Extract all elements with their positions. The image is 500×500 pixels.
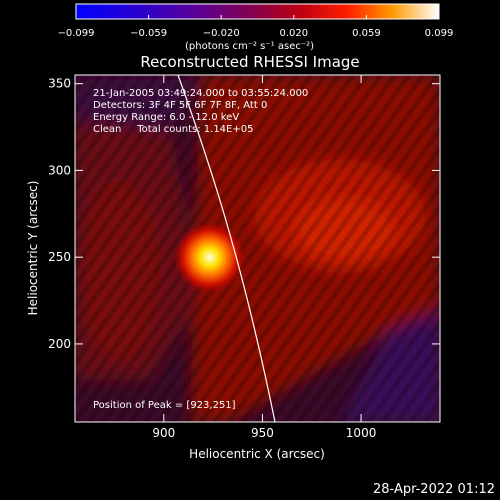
chart-title: Reconstructed RHESSI Image — [140, 53, 360, 71]
stripe — [75, 75, 188, 232]
heatmap — [75, 75, 500, 422]
stripe — [212, 105, 440, 422]
stripe — [75, 75, 300, 388]
stripe — [394, 358, 440, 422]
colorbar-tick-label: 0.020 — [279, 28, 308, 39]
peak-label: Position of Peak = [923,251] — [93, 400, 236, 411]
stripe — [467, 75, 500, 422]
stripe — [128, 75, 384, 422]
colorbar-tick-label: 0.099 — [425, 28, 454, 39]
stripe — [254, 163, 440, 422]
stripe — [184, 75, 440, 422]
colorbar — [75, 3, 440, 20]
stripe — [75, 75, 244, 310]
stripe — [75, 75, 216, 271]
stripe — [75, 75, 258, 330]
stripe — [226, 124, 440, 422]
annotation-time: 21-Jan-2005 03:49:24.000 to 03:55:24.000 — [93, 88, 308, 99]
stripe — [352, 299, 440, 422]
y-tick-label: 200 — [48, 337, 71, 351]
x-axis-label: Heliocentric X (arcsec) — [189, 447, 325, 461]
x-tick-label: 950 — [251, 426, 274, 440]
stripe — [453, 75, 500, 422]
stripe — [75, 75, 286, 368]
stripe — [380, 338, 440, 422]
stripe — [75, 75, 202, 252]
y-tick-label: 250 — [48, 250, 71, 264]
annotation-energy: Energy Range: 6.0 - 12.0 keV — [93, 112, 239, 123]
stripe — [156, 75, 412, 422]
colorbar-tick-label: −0.099 — [57, 28, 94, 39]
annotation-detectors: Detectors: 3F 4F 5F 6F 7F 8F, Att 0 — [93, 100, 267, 111]
x-tick-label: 900 — [152, 426, 175, 440]
y-tick-label: 350 — [48, 77, 71, 91]
stripe — [436, 416, 440, 422]
y-axis-ticks: 200 250 300 350 — [48, 77, 440, 351]
stripe — [198, 85, 440, 422]
stripe — [282, 202, 440, 422]
stripe — [324, 260, 440, 422]
x-tick-label: 1000 — [346, 426, 377, 440]
stripe — [338, 280, 440, 422]
x-axis-ticks: 900 950 1000 — [152, 75, 376, 440]
stripe — [310, 241, 440, 422]
colorbar-tick-label: 0.059 — [352, 28, 381, 39]
stripe — [142, 75, 398, 422]
solar-limb — [177, 75, 276, 422]
stripe — [240, 144, 440, 422]
timestamp: 28-Apr-2022 01:12 — [373, 482, 495, 497]
stripe — [366, 319, 440, 422]
plot-frame — [74, 74, 441, 423]
stripe — [75, 75, 174, 213]
flare-source — [173, 221, 246, 294]
y-axis-label: Heliocentric Y (arcsec) — [26, 181, 40, 316]
stripe — [75, 75, 160, 194]
stripe — [495, 75, 500, 422]
stripe — [170, 75, 426, 422]
stripe — [75, 75, 146, 174]
stripe — [75, 75, 132, 155]
stripe — [296, 222, 440, 422]
stripe — [481, 75, 500, 422]
colorbar-unit-label: (photons cm⁻² s⁻¹ asec⁻²) — [185, 41, 315, 52]
stripe — [75, 75, 272, 349]
stripe — [268, 183, 440, 422]
colorbar-ticks: −0.099 −0.059 −0.020 0.020 0.059 0.099 — [57, 15, 453, 39]
colorbar-tick-label: −0.059 — [130, 28, 167, 39]
y-tick-label: 300 — [48, 163, 71, 177]
stripe — [75, 75, 90, 96]
annotation-clean: Clean Total counts: 1.14E+05 — [93, 124, 253, 135]
stripe — [75, 75, 230, 291]
colorbar-tick-label: −0.020 — [203, 28, 240, 39]
